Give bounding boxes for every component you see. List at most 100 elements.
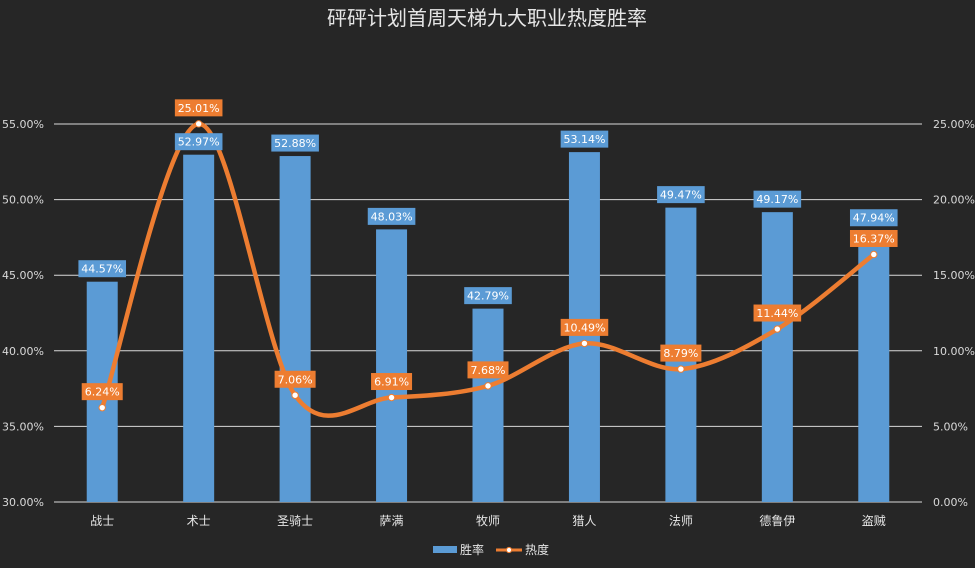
bar [376,229,408,502]
line-point [194,120,203,128]
bar [858,230,890,502]
line-point [773,325,782,333]
line-data-label-text: 7.68% [471,364,506,377]
bar-data-label: 49.47% [657,186,705,204]
line-data-label: 11.44% [753,304,802,322]
bar-data-label-box [464,287,512,305]
line-data-label-text: 11.44% [756,307,798,320]
bar-data-label-text: 53.14% [563,133,605,146]
line-series [98,120,878,418]
bar-data-label-text: 44.57% [81,263,123,276]
category-label: 圣骑士 [277,514,313,528]
bar-data-label-box [367,207,416,225]
left-axis-tick-label: 50.00% [2,194,44,207]
bar [279,156,311,503]
right-axis-tick-label: 5.00% [933,420,968,433]
legend-item-bar: 胜率 [433,542,484,557]
right-axis-tick-label: 15.00% [933,269,975,282]
line-data-label: 6.91% [371,373,413,391]
bar-data-label-text: 48.03% [371,210,413,223]
line-point [870,250,878,259]
line-data-label-text: 6.24% [85,386,120,399]
bar-data-label-text: 52.88% [274,137,316,150]
line-data-label-box [660,344,702,362]
left-axis-tick-label: 55.00% [2,118,44,131]
category-label: 盗贼 [862,513,886,528]
bar-data-label: 52.97% [174,133,223,151]
line-data-label-box [174,99,223,117]
bar [472,308,504,502]
legend: 胜率 热度 [433,542,549,557]
line-data-label-text: 6.91% [374,376,409,389]
left-axis-tick-label: 45.00% [2,269,44,282]
bar [761,212,793,502]
bar-data-label: 49.17% [753,190,802,208]
bar-data-label-text: 42.79% [467,290,509,303]
line-data-label: 7.06% [274,370,316,388]
right-axis-tick-label: 25.00% [933,118,975,131]
chart-title: 砰砰计划首周天梯九大职业热度胜率 [327,6,647,30]
category-label: 术士 [187,514,211,528]
line-data-label-text: 7.06% [278,373,313,386]
line-data-label-box [81,383,123,401]
category-label: 战士 [90,514,114,528]
bar-data-label-box [560,130,609,148]
bar-data-label-box [849,209,898,227]
bar-data-label: 47.94% [849,209,898,227]
bar-data-label-text: 49.47% [660,189,702,202]
data-labels: 44.57% 52.97% 52.88% 48.03% 42.79% 53.14% 49.4… [78,99,898,401]
line-data-label-text: 16.37% [853,232,895,245]
category-label: 萨满 [380,514,404,528]
right-axis-tick-label: 10.00% [933,345,975,358]
bar-data-label: 52.88% [271,134,319,152]
bar-data-label-box [657,186,705,204]
left-axis-tick-label: 35.00% [2,420,44,433]
legend-line-label: 热度 [525,542,549,557]
legend-bar-swatch [433,546,457,553]
line-data-label: 6.24% [81,383,123,401]
bar-data-label-box [753,190,802,208]
category-label: 牧师 [476,514,500,528]
axes: 30.00% 35.00% 40.00% 45.00% 50.00% 55.00% 0.00… [2,118,975,528]
line-data-label-box [371,373,413,391]
bar-data-label-text: 49.17% [756,193,798,206]
line-data-label: 25.01% [174,99,223,117]
line-point [580,339,589,348]
line-data-label-box [274,370,316,388]
bar-data-label: 44.57% [78,260,127,278]
category-label: 法师 [669,514,693,528]
line-data-label-box [753,304,802,322]
bar-data-label-text: 47.94% [853,212,895,225]
line-data-label-box [849,229,898,247]
line-point [677,365,685,373]
bar-data-label: 42.79% [464,287,512,305]
right-axis-tick-label: 0.00% [933,496,968,509]
line-data-label: 8.79% [660,344,702,362]
line-data-label: 10.49% [560,318,609,336]
line-data-label-box [560,318,609,336]
bar-data-label-box [174,133,223,151]
line-point [291,391,299,399]
legend-line-marker [505,546,513,554]
bar-data-label: 48.03% [367,207,416,225]
line-data-label-text: 10.49% [563,321,605,334]
legend-item-line: 热度 [496,542,549,557]
line-point [387,393,396,402]
right-axis-tick-label: 20.00% [933,194,975,207]
line-data-label: 16.37% [849,229,898,247]
category-label: 猎人 [572,514,596,528]
bar [183,154,215,502]
bar-data-label-box [271,134,319,152]
left-axis-tick-label: 40.00% [2,345,44,358]
line-data-label-box [467,361,509,379]
category-label: 德鲁伊 [759,513,795,528]
line-point [98,403,106,412]
line-data-label: 7.68% [467,361,509,379]
line-data-label-text: 25.01% [178,102,220,115]
line-point [484,382,492,390]
line-data-label-text: 8.79% [663,347,698,360]
left-axis-tick-label: 30.00% [2,496,44,509]
legend-bar-label: 胜率 [460,542,484,557]
bar-data-label-text: 52.97% [178,136,220,149]
